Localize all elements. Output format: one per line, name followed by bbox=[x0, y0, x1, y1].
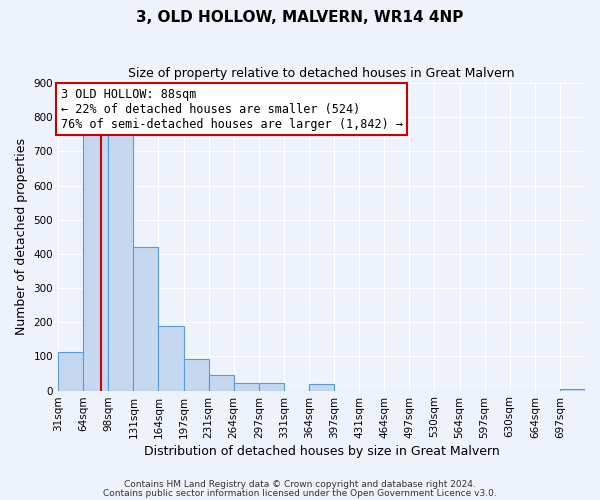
Bar bbox=[58, 352, 83, 391]
Bar bbox=[560, 389, 585, 390]
Bar bbox=[259, 383, 284, 390]
Bar bbox=[233, 383, 259, 390]
Y-axis label: Number of detached properties: Number of detached properties bbox=[15, 138, 28, 336]
Bar bbox=[133, 247, 158, 390]
Bar bbox=[108, 135, 133, 390]
Bar bbox=[83, 135, 108, 390]
Title: Size of property relative to detached houses in Great Malvern: Size of property relative to detached ho… bbox=[128, 68, 515, 80]
Bar bbox=[209, 375, 233, 390]
Text: Contains public sector information licensed under the Open Government Licence v3: Contains public sector information licen… bbox=[103, 488, 497, 498]
Bar bbox=[309, 384, 334, 390]
Text: 3 OLD HOLLOW: 88sqm
← 22% of detached houses are smaller (524)
76% of semi-detac: 3 OLD HOLLOW: 88sqm ← 22% of detached ho… bbox=[61, 88, 403, 130]
X-axis label: Distribution of detached houses by size in Great Malvern: Distribution of detached houses by size … bbox=[143, 444, 499, 458]
Bar bbox=[184, 359, 209, 390]
Bar bbox=[158, 326, 184, 390]
Text: 3, OLD HOLLOW, MALVERN, WR14 4NP: 3, OLD HOLLOW, MALVERN, WR14 4NP bbox=[136, 10, 464, 25]
Text: Contains HM Land Registry data © Crown copyright and database right 2024.: Contains HM Land Registry data © Crown c… bbox=[124, 480, 476, 489]
